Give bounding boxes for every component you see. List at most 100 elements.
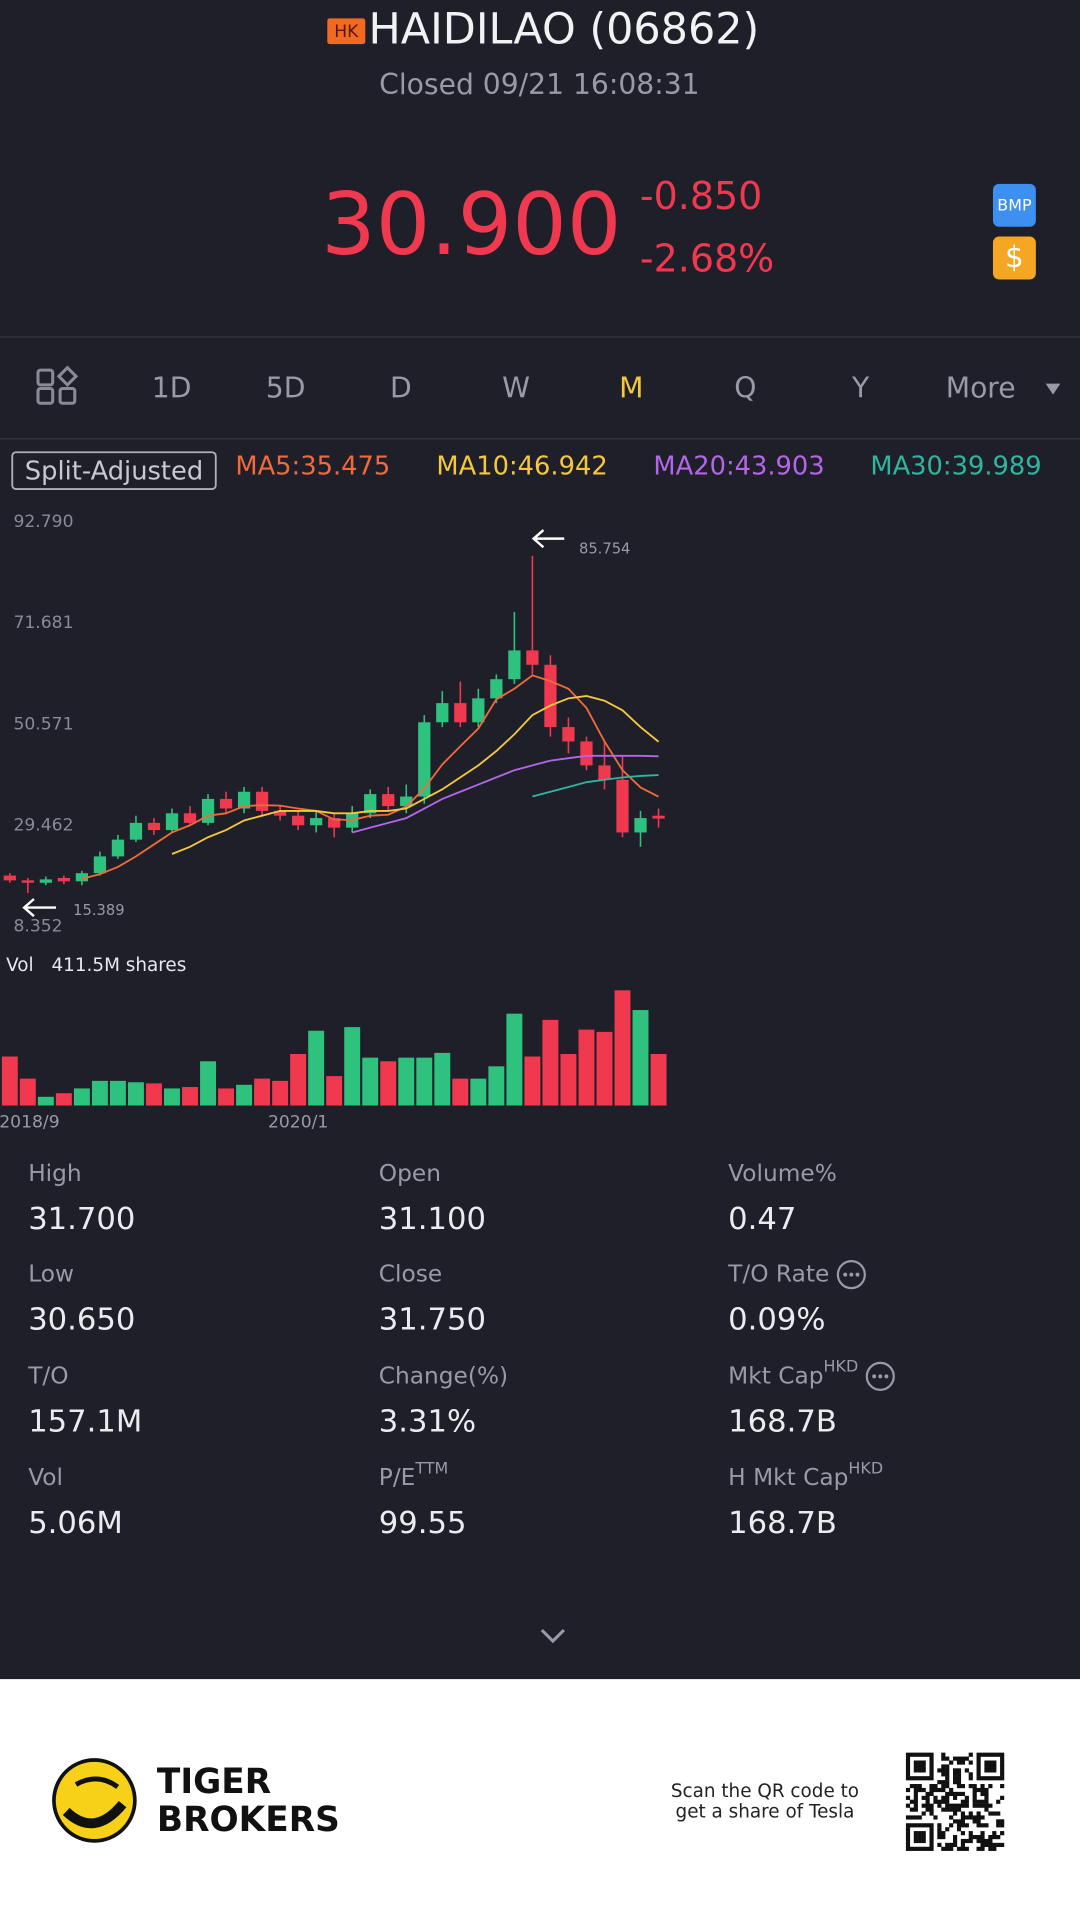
qr-module xyxy=(941,1752,946,1757)
stat-label: P/ETTM xyxy=(379,1458,449,1491)
qr-module xyxy=(996,1776,1001,1781)
qr-module xyxy=(1000,1831,1005,1836)
qr-module xyxy=(941,1835,946,1840)
info-icon[interactable] xyxy=(865,1361,895,1391)
chart-type-icon[interactable] xyxy=(36,365,79,405)
qr-module xyxy=(988,1776,993,1781)
qr-module xyxy=(960,1823,966,1828)
volume-bar xyxy=(452,1078,469,1106)
period-tab[interactable]: Q xyxy=(734,372,756,405)
qr-module xyxy=(984,1787,989,1793)
ma-line xyxy=(351,754,659,834)
candle-body xyxy=(562,727,575,742)
stat-label-sup: HKD xyxy=(824,1356,859,1375)
qr-module xyxy=(992,1764,997,1769)
qr-module xyxy=(909,1784,915,1789)
adjust-box[interactable] xyxy=(11,451,217,490)
volume-bar xyxy=(272,1080,289,1106)
period-tab[interactable]: W xyxy=(502,372,530,405)
candle-body xyxy=(183,813,197,823)
stat-value: 0.09% xyxy=(728,1303,825,1338)
qr-module xyxy=(972,1819,977,1824)
qr-module xyxy=(941,1807,946,1812)
bmp-icon[interactable]: BMP xyxy=(997,195,1032,214)
qr-module xyxy=(996,1752,1001,1757)
qr-module xyxy=(905,1815,911,1820)
qr-module xyxy=(945,1772,950,1777)
volume-bar xyxy=(164,1088,180,1106)
stat-label: Mkt CapHKD xyxy=(728,1356,858,1389)
volume-bar xyxy=(109,1080,126,1106)
qr-module xyxy=(976,1819,981,1824)
more-caret[interactable] xyxy=(1045,383,1061,395)
qr-module xyxy=(917,1831,922,1836)
period-tab[interactable]: Y xyxy=(851,372,870,405)
qr-module xyxy=(952,1807,958,1812)
candle-body xyxy=(400,796,413,807)
qr-module xyxy=(949,1846,954,1851)
period-tab[interactable]: 1D xyxy=(152,372,192,405)
stat-value: 168.7B xyxy=(728,1506,837,1541)
qr-module xyxy=(917,1764,922,1769)
qr-module xyxy=(905,1772,911,1777)
x-tick-label: 2020/1 xyxy=(268,1113,328,1133)
dollar-icon[interactable]: $ xyxy=(1005,240,1024,274)
qr-module xyxy=(905,1831,911,1836)
qr-module xyxy=(976,1760,981,1765)
qr-module xyxy=(964,1799,969,1804)
qr-module xyxy=(1000,1768,1005,1773)
qr-module xyxy=(949,1815,954,1820)
qr-module xyxy=(984,1823,989,1828)
volume-bar xyxy=(236,1084,253,1106)
info-icon[interactable] xyxy=(836,1260,866,1290)
qr-module xyxy=(992,1760,997,1765)
expand-chevron[interactable] xyxy=(540,1628,565,1644)
volume-bar xyxy=(200,1061,216,1106)
period-tab[interactable]: 5D xyxy=(266,372,306,405)
stat-label-text: Low xyxy=(28,1260,74,1287)
stat-label-text: H Mkt Cap xyxy=(728,1464,848,1491)
qr-module xyxy=(945,1784,950,1789)
stat-label-text: Close xyxy=(379,1260,442,1287)
candle-body xyxy=(616,779,629,833)
qr-module xyxy=(921,1835,926,1840)
qr-module xyxy=(905,1764,911,1769)
qr-module xyxy=(909,1807,915,1812)
period-tab[interactable]: More xyxy=(946,372,1016,405)
stat-label-text: T/O Rate xyxy=(727,1260,829,1287)
qr-module xyxy=(917,1815,922,1820)
ma-line xyxy=(171,695,660,855)
price-change: -0.850 xyxy=(640,174,762,218)
qr-module xyxy=(905,1776,911,1781)
qr-module xyxy=(945,1776,950,1781)
qr-module xyxy=(921,1803,926,1808)
candle-body xyxy=(328,818,341,828)
candle-body xyxy=(165,813,179,831)
adjust-label[interactable]: Split-Adjusted xyxy=(25,456,203,486)
period-tab[interactable]: M xyxy=(619,372,643,405)
dollar-icon-bg[interactable] xyxy=(992,236,1036,280)
qr-module xyxy=(905,1823,911,1828)
stat-label-text: P/E xyxy=(379,1464,416,1491)
qr-module xyxy=(905,1756,911,1761)
qr-module xyxy=(980,1752,985,1757)
qr-module xyxy=(952,1835,958,1840)
qr-module xyxy=(909,1815,915,1820)
candle-body xyxy=(508,650,521,680)
qr-module xyxy=(960,1842,966,1848)
qr-module xyxy=(952,1776,958,1781)
qr-module xyxy=(929,1838,934,1844)
qr-module xyxy=(960,1756,966,1761)
period-tab[interactable]: D xyxy=(390,372,412,405)
qr-module xyxy=(917,1835,922,1840)
stat-value: 30.650 xyxy=(28,1303,135,1338)
bmp-icon-bg[interactable] xyxy=(992,183,1036,227)
qr-module xyxy=(964,1823,969,1828)
qr-module xyxy=(964,1795,969,1800)
qr-module xyxy=(956,1823,962,1828)
qr-module xyxy=(952,1772,958,1777)
stat-label: T/O xyxy=(27,1362,68,1389)
qr-module xyxy=(913,1831,918,1836)
qr-module xyxy=(941,1768,946,1773)
